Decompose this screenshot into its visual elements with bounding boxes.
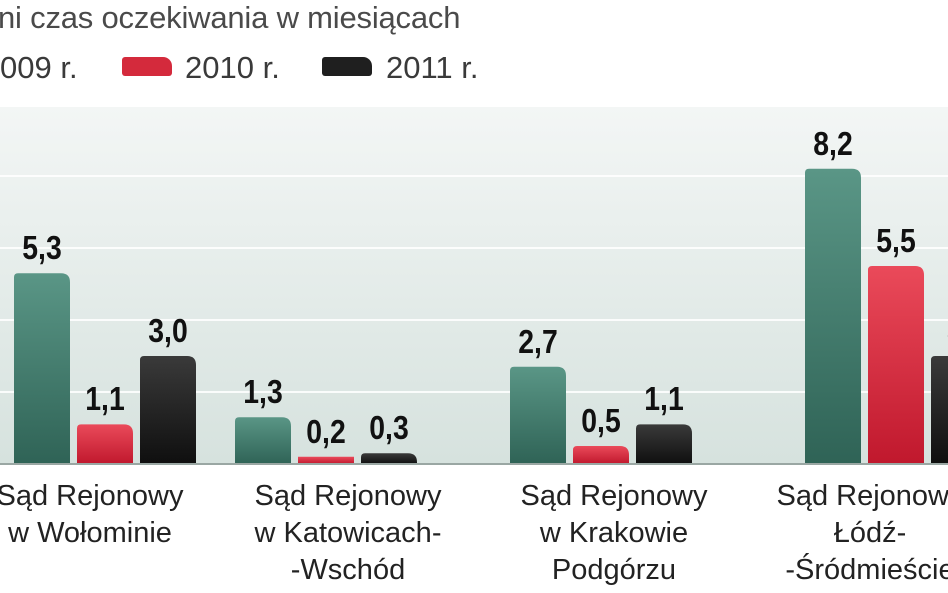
bar-2-series-2 bbox=[298, 456, 354, 464]
value-label-1-series-2: 1,1 bbox=[85, 380, 125, 418]
category-label-4: Sąd Rejonowy Łódź- -Śródmieście bbox=[740, 478, 948, 589]
category-label-line: Podgórzu bbox=[551, 554, 677, 586]
value-label-2-series-2: 0,2 bbox=[306, 412, 346, 450]
value-label-3-series-1: 2,7 bbox=[518, 322, 558, 360]
bar-1-series-3 bbox=[140, 356, 196, 464]
category-label-line: Sąd Rejonowy bbox=[776, 480, 948, 512]
legend: 009 r. 2010 r. 2011 r. bbox=[0, 48, 948, 88]
legend-label-2010: 2010 r. bbox=[185, 50, 280, 85]
bar-4-series-1 bbox=[805, 168, 861, 465]
legend-label-2011: 2011 r. bbox=[386, 50, 479, 85]
grid-line bbox=[0, 247, 948, 249]
bar-3-series-3 bbox=[636, 424, 692, 464]
bar-4-series-2 bbox=[868, 266, 924, 464]
category-label-line: Sąd Rejonowy bbox=[520, 480, 708, 512]
grid-lines bbox=[0, 175, 948, 393]
grid-line bbox=[0, 175, 948, 177]
value-label-4-series-1: 8,2 bbox=[813, 124, 853, 162]
category-label-line: w Wołominie bbox=[8, 517, 172, 549]
bar-1-series-1 bbox=[14, 273, 70, 464]
value-label-4-series-3: 3, bbox=[926, 312, 948, 350]
value-label-3-series-3: 1,1 bbox=[644, 380, 684, 418]
category-label-line: -Śródmieście bbox=[785, 554, 948, 586]
bar-2-series-1 bbox=[235, 417, 291, 464]
bar-4-series-3 bbox=[931, 356, 948, 464]
bars bbox=[14, 168, 948, 465]
value-label-1-series-1: 5,3 bbox=[22, 229, 62, 267]
value-label-1-series-3: 3,0 bbox=[148, 312, 188, 349]
category-label-3: Sąd Rejonowy w Krakowie Podgórzu bbox=[484, 478, 744, 589]
bar-1-series-2 bbox=[77, 424, 133, 464]
category-label-line: -Wschód bbox=[290, 554, 406, 586]
chart-subtitle: ni czas oczekiwania w miesiącach bbox=[0, 0, 461, 35]
category-label-line: Sąd Rejonowy bbox=[254, 480, 442, 512]
grid-line bbox=[0, 391, 948, 393]
value-label-2-series-3: 0,3 bbox=[369, 409, 409, 447]
category-label-line: w Krakowie bbox=[539, 517, 689, 549]
bar-2-series-3 bbox=[361, 453, 417, 464]
category-label-line: Sąd Rejonowy bbox=[0, 480, 184, 512]
grid-line bbox=[0, 319, 948, 321]
legend-swatch-2010 bbox=[122, 57, 172, 76]
bar-3-series-1 bbox=[510, 366, 566, 464]
legend-swatch-2011 bbox=[322, 57, 372, 76]
category-label-1: Sąd Rejonowy w Wołominie bbox=[0, 478, 220, 552]
category-label-2: Sąd Rejonowy w Katowicach- -Wschód bbox=[218, 478, 478, 589]
value-label-3-series-2: 0,5 bbox=[581, 402, 621, 439]
bar-3-series-2 bbox=[573, 446, 629, 464]
legend-label-2009: 009 r. bbox=[0, 50, 78, 85]
category-label-line: Łódź- bbox=[833, 517, 907, 549]
value-label-4-series-2: 5,5 bbox=[876, 222, 916, 259]
value-label-2-series-1: 1,3 bbox=[243, 373, 283, 411]
category-label-line: w Katowicach- bbox=[254, 517, 442, 549]
